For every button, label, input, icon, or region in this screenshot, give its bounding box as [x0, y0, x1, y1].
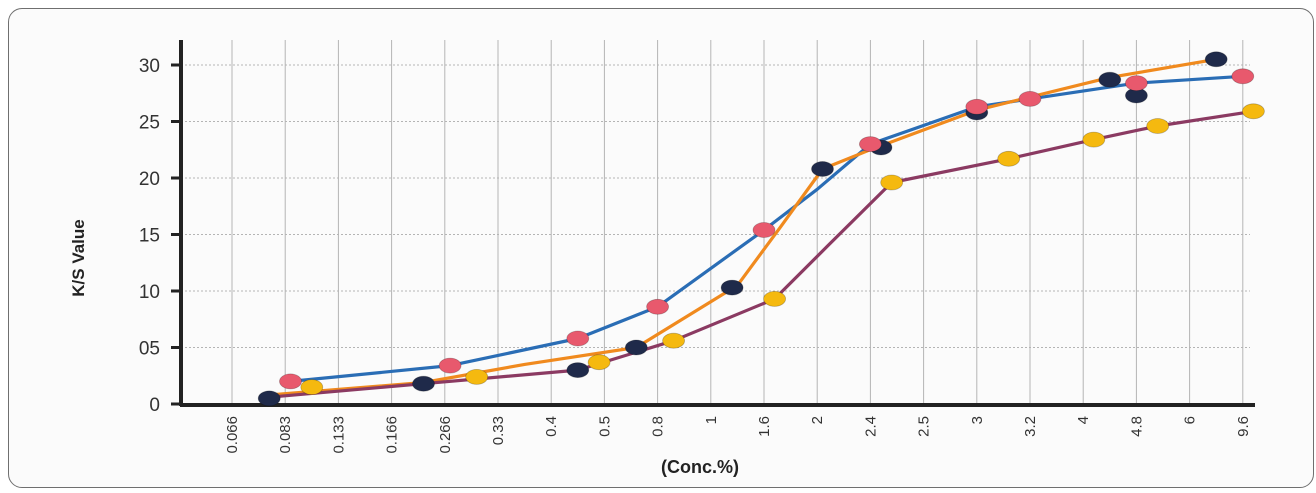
x-tick-label: 2.4 [862, 416, 879, 437]
series-layer [257, 51, 1265, 407]
x-tick-label: 0.5 [596, 416, 613, 437]
x-tick-label: 0.266 [437, 416, 454, 454]
data-point-series-3 [300, 379, 324, 396]
data-point-series-3 [1242, 103, 1265, 120]
data-point-series-3 [1146, 118, 1170, 134]
y-tick-labels: 0 05 10 15 20 25 30 [139, 56, 160, 416]
data-point-series-3 [1082, 131, 1106, 148]
data-point-series-2 [438, 357, 462, 374]
x-tick-label: 2 [809, 416, 826, 424]
data-point-series-2 [859, 136, 882, 153]
data-point-series-1 [811, 161, 834, 177]
x-tick-label: 0.4 [543, 416, 560, 437]
data-point-series-2 [279, 373, 302, 390]
x-tick-label: 0.33 [490, 416, 507, 445]
data-point-series-3 [880, 174, 904, 191]
data-point-series-3 [662, 332, 685, 349]
data-point-series-1 [720, 279, 744, 296]
y-tick-label: 10 [139, 282, 160, 303]
y-tick-label: 30 [139, 56, 160, 77]
x-tick-label: 0.083 [277, 416, 294, 454]
data-point-series-1 [412, 375, 435, 392]
series-line-3 [267, 109, 1256, 399]
grid [181, 40, 1250, 405]
data-point-series-1 [566, 362, 590, 379]
y-tick-label: 20 [139, 169, 160, 190]
data-point-series-2 [1231, 68, 1255, 85]
data-point-series-3 [587, 354, 611, 371]
data-point-series-3 [763, 290, 786, 307]
data-point-series-2 [1018, 91, 1042, 107]
y-tick-label: 0 [149, 395, 160, 416]
x-tick-label: 9.6 [1235, 416, 1252, 437]
x-tick-label: 2.5 [916, 416, 933, 437]
y-tick-label: 05 [139, 339, 160, 360]
x-tick-label: 4.8 [1128, 416, 1145, 437]
data-point-series-3 [465, 368, 489, 385]
x-tick-label: 0.8 [650, 416, 667, 437]
data-point-series-3 [997, 150, 1021, 167]
data-point-series-2 [566, 330, 590, 347]
x-tick-label: 4 [1075, 416, 1092, 424]
x-tick-label: 0.133 [330, 416, 347, 454]
x-tick-label: 0.166 [384, 416, 401, 454]
x-tick-label: 0.066 [224, 416, 241, 454]
x-axis-title: (Conc.%) [661, 457, 739, 477]
x-tick-label: 3 [969, 416, 986, 424]
series-line-1 [288, 74, 1245, 383]
series-line-2 [267, 57, 1218, 397]
data-point-series-2 [965, 98, 989, 115]
data-point-series-1 [1098, 71, 1122, 88]
x-tick-label: 3.2 [1022, 416, 1039, 437]
data-point-series-2 [752, 222, 776, 238]
data-point-series-1 [257, 390, 281, 407]
x-tick-labels: 0.066 0.083 0.133 0.166 0.266 0.33 0.4 0.5 0.8 1 1… [224, 416, 1252, 454]
data-point-series-1 [1204, 51, 1228, 68]
data-point-series-1 [624, 339, 648, 356]
x-tick-label: 6 [1182, 416, 1199, 424]
axes [171, 40, 1255, 407]
data-point-series-2 [646, 298, 669, 315]
y-axis-title: K/S Value [69, 219, 88, 296]
x-tick-label: 1 [703, 416, 720, 424]
y-tick-label: 15 [139, 226, 160, 247]
y-tick-label: 25 [139, 113, 160, 134]
x-tick-label: 1.6 [756, 416, 773, 437]
data-point-series-2 [1125, 75, 1148, 91]
